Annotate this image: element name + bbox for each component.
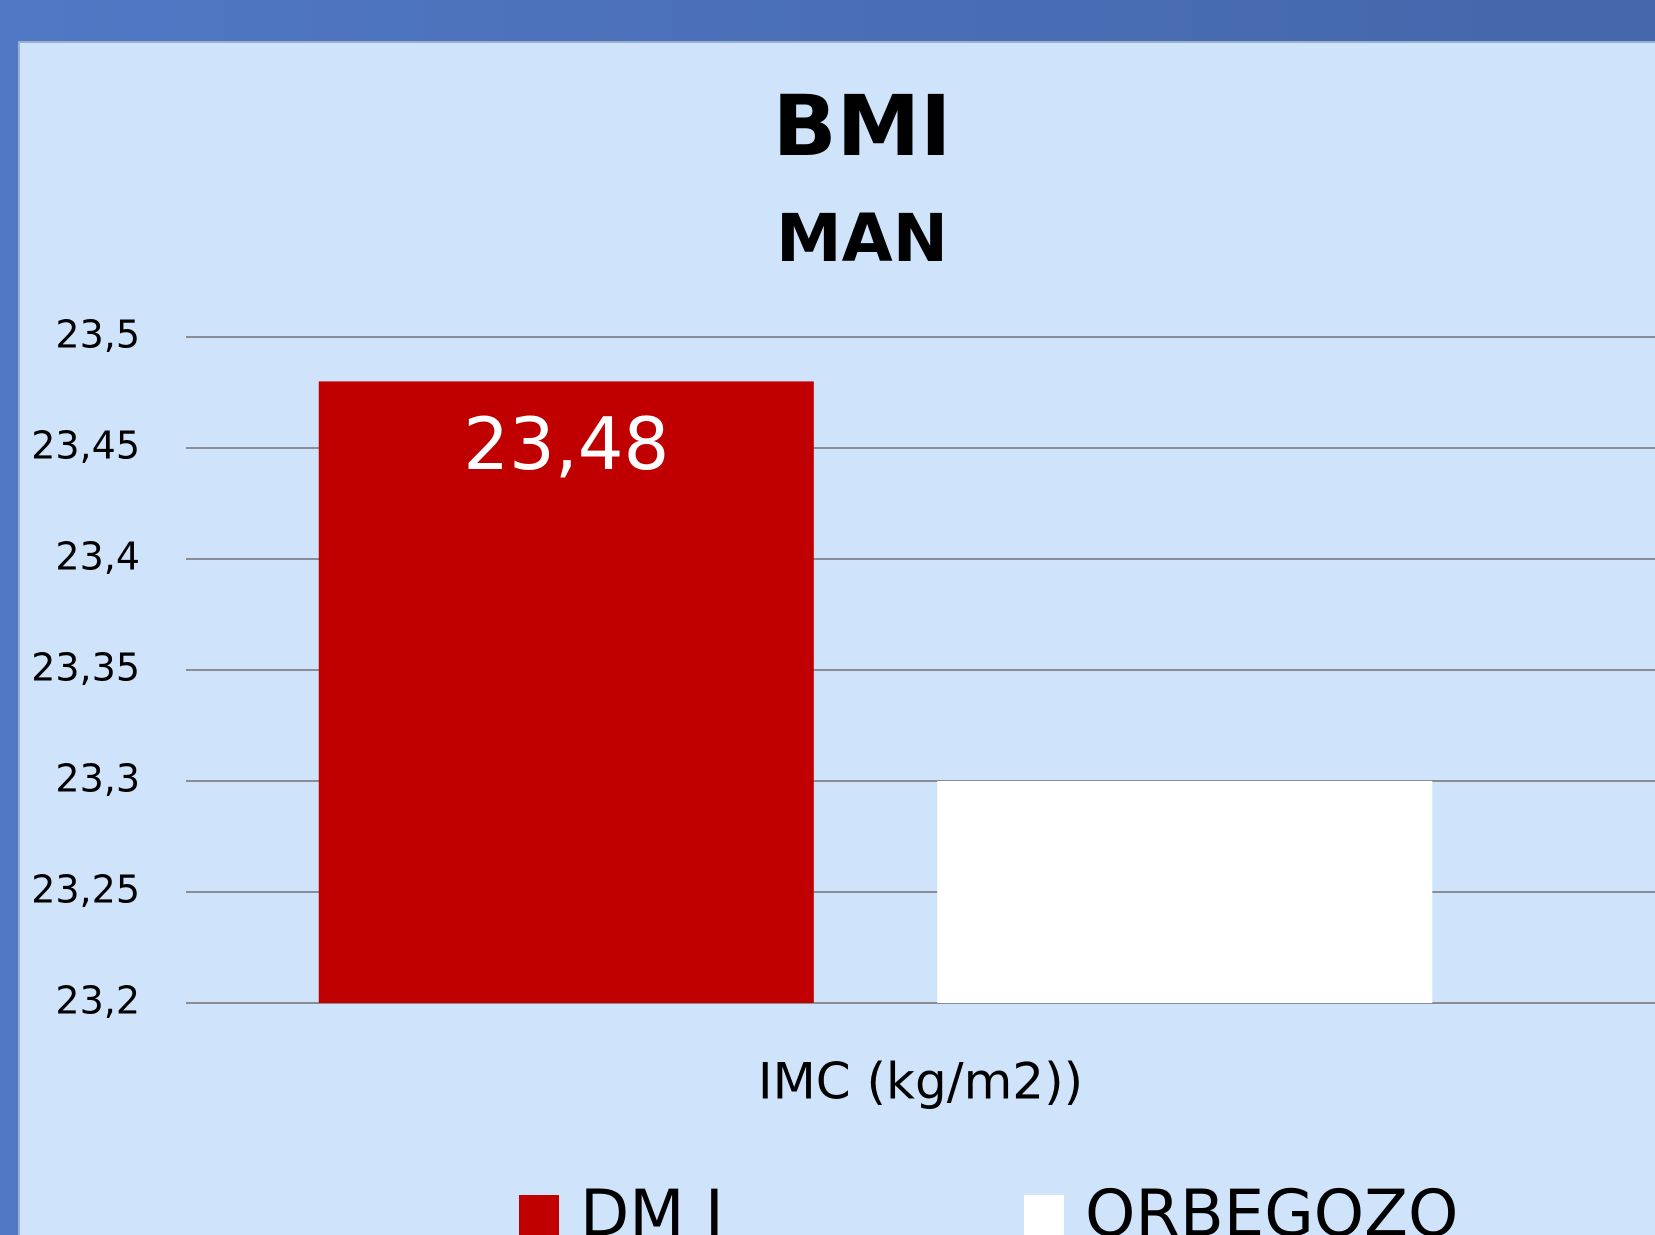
chart-panel [18, 41, 1655, 1235]
y-tick-label: 23,4 [55, 535, 140, 579]
y-tick-label: 23,35 [31, 646, 140, 690]
data-label: 23,48 [463, 402, 669, 486]
legend-swatch [1024, 1195, 1064, 1235]
legend-swatch [519, 1195, 559, 1235]
bar [937, 781, 1433, 1003]
y-tick-label: 23,2 [55, 979, 140, 1023]
legend-label: ORBEGOZO [1085, 1178, 1458, 1235]
legend-label: DM I [580, 1178, 724, 1235]
x-tick-label: IMC (kg/m2)) [758, 1053, 1083, 1111]
chart-title: BMI [773, 77, 952, 175]
y-tick-label: 23,3 [55, 757, 140, 801]
y-tick-label: 23,45 [31, 424, 140, 468]
chart-subtitle: MAN [776, 200, 948, 277]
bar [318, 381, 814, 1003]
y-tick-label: 23,5 [55, 313, 140, 357]
y-tick-label: 23,25 [31, 868, 140, 912]
